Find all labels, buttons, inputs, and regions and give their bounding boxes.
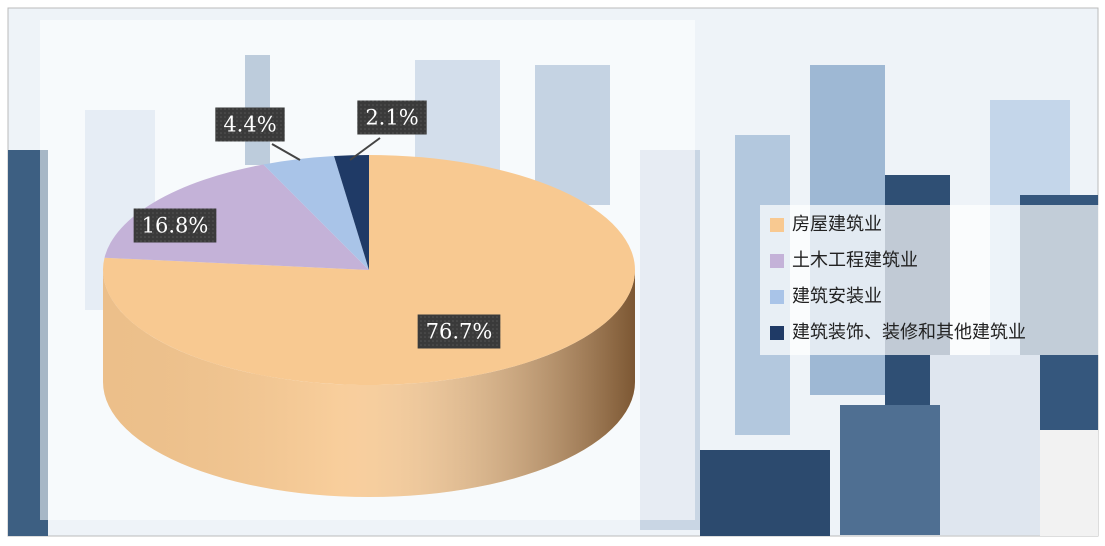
leader-line: [349, 137, 381, 161]
slice-side-shade: [103, 270, 635, 497]
slice: [334, 155, 369, 270]
data-label-box: [357, 100, 427, 135]
legend-swatch: [770, 254, 784, 268]
data-label: 2.1%: [365, 106, 418, 130]
legend-label: 土木工程建筑业: [792, 250, 918, 271]
leader-line: [271, 143, 301, 161]
legend-swatch: [770, 326, 784, 340]
slice: [263, 155, 369, 270]
data-label-box: [215, 107, 285, 142]
data-label-box: [133, 208, 217, 243]
legend-label: 房屋建筑业: [792, 214, 882, 235]
data-label: 16.8%: [142, 214, 209, 238]
legend-label: 建筑安装业: [792, 286, 882, 307]
legend-swatch: [770, 218, 784, 232]
legend-swatch: [770, 290, 784, 304]
slice: [104, 164, 369, 270]
data-label: 4.4%: [223, 113, 276, 137]
data-label: 76.7%: [426, 320, 493, 344]
data-label-box: [417, 314, 501, 349]
legend-label: 建筑装饰、装修和其他建筑业: [792, 322, 1026, 343]
